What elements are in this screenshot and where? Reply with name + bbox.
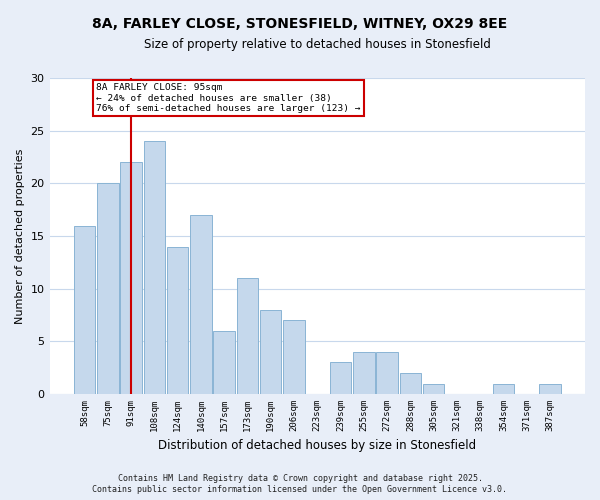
Bar <box>121 162 142 394</box>
Text: Contains HM Land Registry data © Crown copyright and database right 2025.
Contai: Contains HM Land Registry data © Crown c… <box>92 474 508 494</box>
Bar <box>493 384 514 394</box>
Bar <box>74 226 95 394</box>
Bar <box>353 352 374 394</box>
Bar <box>400 373 421 394</box>
Bar <box>167 246 188 394</box>
Bar <box>423 384 445 394</box>
Y-axis label: Number of detached properties: Number of detached properties <box>15 148 25 324</box>
Bar <box>283 320 305 394</box>
Title: Size of property relative to detached houses in Stonesfield: Size of property relative to detached ho… <box>144 38 491 51</box>
Bar <box>260 310 281 394</box>
Bar <box>539 384 560 394</box>
Bar <box>214 331 235 394</box>
Bar <box>97 184 119 394</box>
Text: 8A FARLEY CLOSE: 95sqm
← 24% of detached houses are smaller (38)
76% of semi-det: 8A FARLEY CLOSE: 95sqm ← 24% of detached… <box>96 84 361 113</box>
Text: 8A, FARLEY CLOSE, STONESFIELD, WITNEY, OX29 8EE: 8A, FARLEY CLOSE, STONESFIELD, WITNEY, O… <box>92 18 508 32</box>
Bar <box>143 142 165 394</box>
Bar <box>190 215 212 394</box>
Bar <box>237 278 258 394</box>
Bar <box>376 352 398 394</box>
X-axis label: Distribution of detached houses by size in Stonesfield: Distribution of detached houses by size … <box>158 440 476 452</box>
Bar <box>330 362 351 394</box>
